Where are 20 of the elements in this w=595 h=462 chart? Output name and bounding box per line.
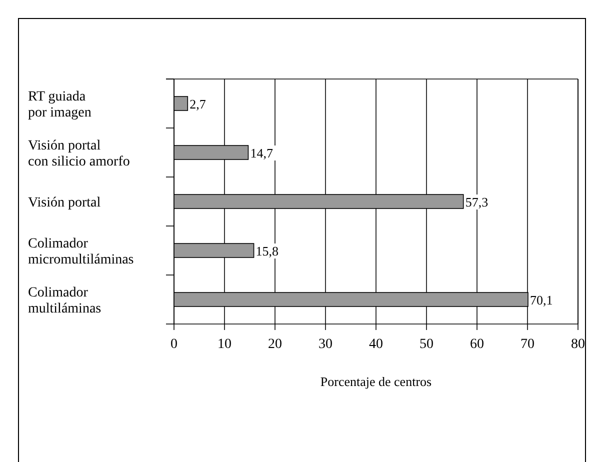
data-label: 15,8	[256, 244, 279, 258]
x-tick-label: 30	[318, 337, 332, 352]
x-tick-label: 20	[268, 337, 282, 352]
data-label: 2,7	[190, 96, 206, 112]
x-tick-label: 40	[369, 337, 383, 352]
x-tick-label: 50	[420, 337, 434, 352]
y-tick-label: Colimador micromultiláminas	[28, 236, 134, 268]
y-tick-label: Visión portal	[28, 196, 101, 210]
x-tick-label: 10	[218, 337, 232, 352]
x-tick-label: 0	[170, 337, 178, 352]
data-label: 70,1	[530, 292, 553, 308]
x-tick-label: 70	[520, 337, 534, 352]
y-tick-label: RT guiada por imagen	[28, 90, 92, 120]
x-tick-label: 60	[470, 337, 484, 352]
x-axis-title: Porcentaje de centros	[320, 374, 432, 389]
data-label: 57,3	[465, 194, 488, 210]
data-label: 14,7	[250, 146, 274, 160]
y-tick-label: Visión portal con silicio amorfo	[28, 138, 130, 170]
x-tick-label: 80	[571, 337, 585, 352]
y-tick-label: Colimador multiláminas	[28, 286, 102, 316]
